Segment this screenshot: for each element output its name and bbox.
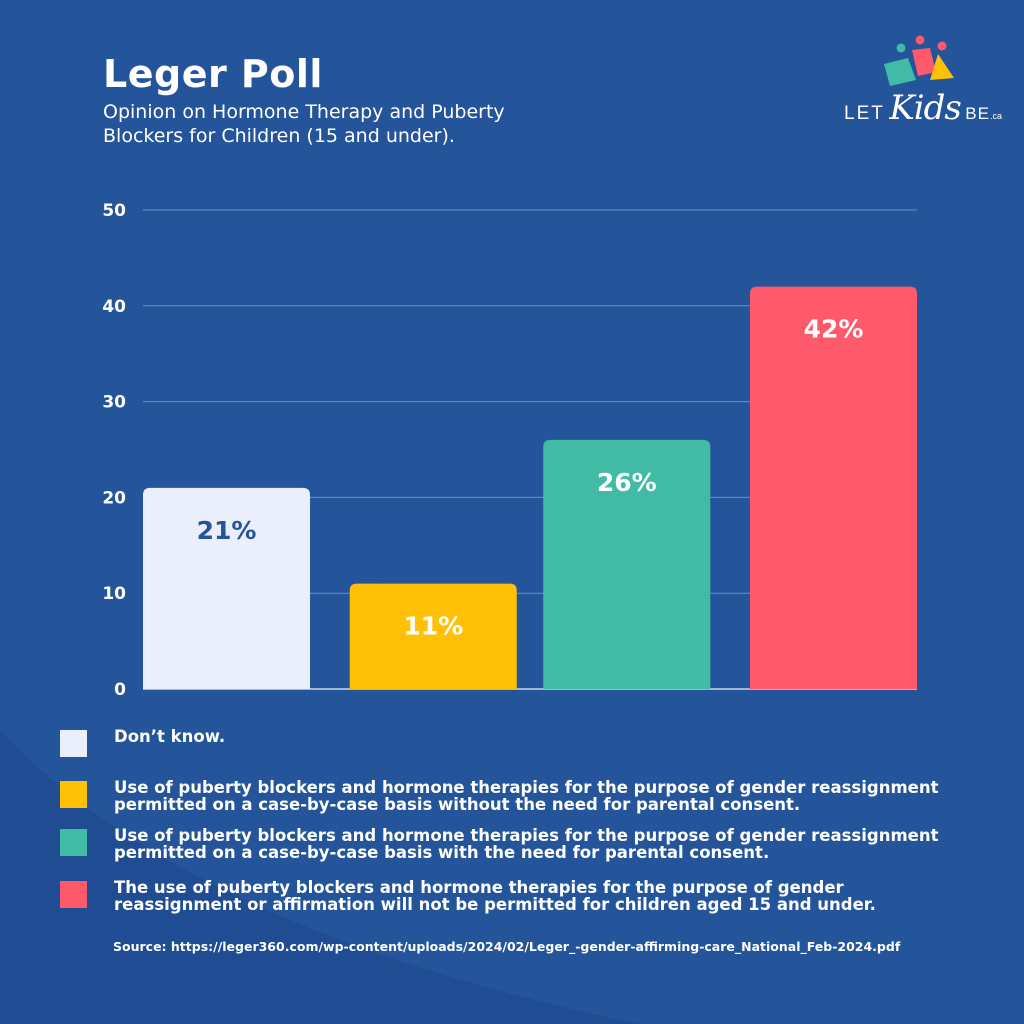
y-tick-label-40: 40 (102, 297, 126, 317)
children-figures-icon (884, 35, 954, 86)
letkidsbe-logo: LET Kids BE.ca (838, 28, 1002, 128)
legend-label-4: The use of puberty blockers and hormone … (114, 878, 876, 914)
y-tick-label-50: 50 (102, 201, 126, 221)
bar-1 (143, 487, 310, 689)
chart-title: Leger Poll (103, 52, 323, 96)
bar-2 (349, 583, 517, 689)
legend-label-3: Use of puberty blockers and hormone ther… (114, 826, 939, 862)
y-axis-tick-labels: 0 10 20 30 40 50 (102, 201, 126, 700)
bar-4 (750, 286, 917, 689)
y-tick-label-0: 0 (114, 680, 126, 700)
logo-be-text: BE (965, 104, 990, 123)
logo-wordmark: LET Kids BE.ca (844, 88, 1002, 128)
legend-swatch-4 (60, 881, 87, 908)
chart-subtitle: Opinion on Hormone Therapy and Puberty B… (103, 101, 505, 147)
bar-data-label-4: 42% (804, 315, 864, 344)
source-citation: Source: https://leger360.com/wp-content/… (113, 939, 901, 954)
legend-label-1: Don’t know. (114, 727, 226, 746)
y-tick-label-30: 30 (102, 393, 126, 413)
y-tick-label-10: 10 (102, 584, 126, 604)
bar-data-label-3: 26% (597, 468, 657, 497)
legend-swatch-2 (60, 781, 87, 808)
legend-swatch-3 (60, 829, 87, 856)
bar-data-label-2: 11% (403, 612, 463, 641)
y-tick-label-20: 20 (102, 488, 126, 508)
bars (143, 286, 917, 689)
logo-let-text: LET (844, 103, 885, 124)
bar-data-label-1: 21% (197, 516, 257, 545)
bar-data-labels: 21% 11% 26% 42% (197, 315, 864, 641)
bar-chart: 0 10 20 30 40 50 21% 11% 26% 42% (102, 201, 917, 700)
legend-label-2: Use of puberty blockers and hormone ther… (114, 778, 939, 814)
legend-swatch-1 (60, 730, 87, 757)
logo-kids-text: Kids (889, 88, 961, 128)
logo-ca-text: .ca (989, 111, 1002, 121)
bar-3 (543, 439, 711, 689)
